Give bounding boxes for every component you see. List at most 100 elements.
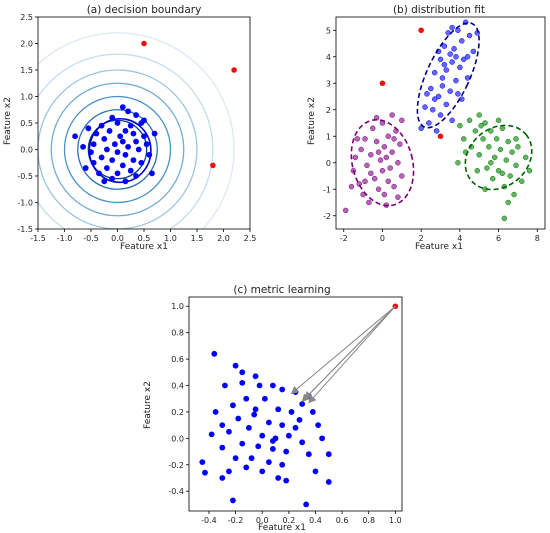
data-point <box>98 154 105 161</box>
y-tick-label: 2.5 <box>20 13 33 22</box>
data-point <box>261 395 268 402</box>
data-point <box>80 143 86 150</box>
data-point <box>424 91 430 97</box>
y-tick-label: 0.4 <box>171 382 184 391</box>
data-point <box>387 165 393 171</box>
data-point <box>522 154 529 161</box>
data-point <box>325 451 332 458</box>
data-point <box>437 56 444 63</box>
data-point <box>381 191 388 198</box>
data-point <box>482 120 488 126</box>
data-point <box>243 395 250 402</box>
data-point <box>141 133 147 140</box>
data-point <box>447 51 453 57</box>
data-point <box>269 438 276 444</box>
data-point <box>391 183 397 190</box>
y-tick-label: 4 <box>326 53 331 62</box>
data-point <box>397 141 403 147</box>
data-point <box>460 56 467 63</box>
data-point <box>526 167 533 174</box>
x-tick-label: -0.2 <box>228 516 244 525</box>
y-tick-label: 0.5 <box>20 119 33 128</box>
panel-distribution-fit: (b) distribution fit Feature x1 Feature … <box>307 4 546 252</box>
data-point <box>362 178 368 185</box>
metric-arrow <box>308 305 396 404</box>
contour-ring <box>38 69 198 229</box>
data-point <box>472 128 479 134</box>
data-point <box>114 170 121 177</box>
y-tick-label: -1 <box>323 185 331 194</box>
data-point <box>269 446 276 452</box>
data-point <box>246 424 252 431</box>
fit-ellipse <box>464 124 533 191</box>
panel-metric-learning: (c) metric learning Feature x1 Feature x… <box>143 284 403 533</box>
data-point <box>362 136 368 142</box>
panel-decision-boundary: (a) decision boundary Feature x1 Feature… <box>3 4 256 252</box>
data-point <box>491 154 498 161</box>
outlier-point <box>141 40 147 47</box>
data-point <box>507 173 513 179</box>
x-tick-label: -0.4 <box>201 516 217 525</box>
data-point <box>478 122 484 129</box>
data-point <box>232 362 239 369</box>
y-tick-label: -0.2 <box>168 461 184 470</box>
data-point <box>495 167 502 174</box>
data-point <box>122 151 129 158</box>
data-point <box>138 159 145 166</box>
x-tick-label: -0.5 <box>83 234 99 243</box>
data-point <box>305 451 312 458</box>
outlier-point <box>231 67 237 73</box>
data-point <box>509 149 515 155</box>
data-point <box>303 501 310 508</box>
data-point <box>505 199 511 206</box>
data-point <box>208 431 215 438</box>
y-tick-label: -1.0 <box>17 199 33 208</box>
data-point <box>265 419 272 426</box>
data-point <box>296 416 303 423</box>
plot-area-a <box>38 32 237 229</box>
panel-a-xlabel: Feature x1 <box>120 242 168 252</box>
data-point <box>476 152 482 158</box>
data-point <box>435 93 442 100</box>
data-point <box>248 455 255 462</box>
data-point <box>252 406 259 413</box>
data-point <box>104 146 110 153</box>
data-point <box>279 422 286 429</box>
data-point <box>122 128 129 134</box>
data-point <box>371 175 378 182</box>
data-point <box>433 128 440 134</box>
data-point <box>199 459 206 466</box>
panel-b-title: (b) distribution fit <box>393 4 485 16</box>
x-tick-label: 0.2 <box>282 516 295 525</box>
data-point <box>212 409 219 415</box>
x-tick-label: -2 <box>340 234 348 243</box>
data-point <box>441 43 448 49</box>
data-point <box>109 175 116 182</box>
x-tick-label: 1.0 <box>164 234 177 243</box>
x-tick-label: 0.0 <box>111 234 124 243</box>
data-point <box>488 160 494 166</box>
data-point <box>98 122 105 129</box>
data-point <box>243 464 250 471</box>
data-point <box>385 133 391 139</box>
contour-ring <box>50 82 185 217</box>
fit-ellipse <box>416 22 480 129</box>
data-point <box>259 468 266 475</box>
data-point <box>119 162 126 169</box>
metric-arrow <box>290 305 396 395</box>
data-point <box>511 191 517 198</box>
y-tick-label: 2 <box>326 106 331 115</box>
data-point <box>366 199 372 206</box>
data-point <box>219 422 226 429</box>
data-point <box>437 112 444 118</box>
data-point <box>211 350 218 357</box>
data-point <box>455 27 461 33</box>
data-point <box>368 152 374 158</box>
data-point <box>226 428 232 435</box>
data-point <box>439 83 446 89</box>
data-point <box>499 125 506 132</box>
data-point <box>441 61 448 68</box>
x-tick-label: 0.0 <box>256 516 269 525</box>
data-point <box>490 175 496 182</box>
